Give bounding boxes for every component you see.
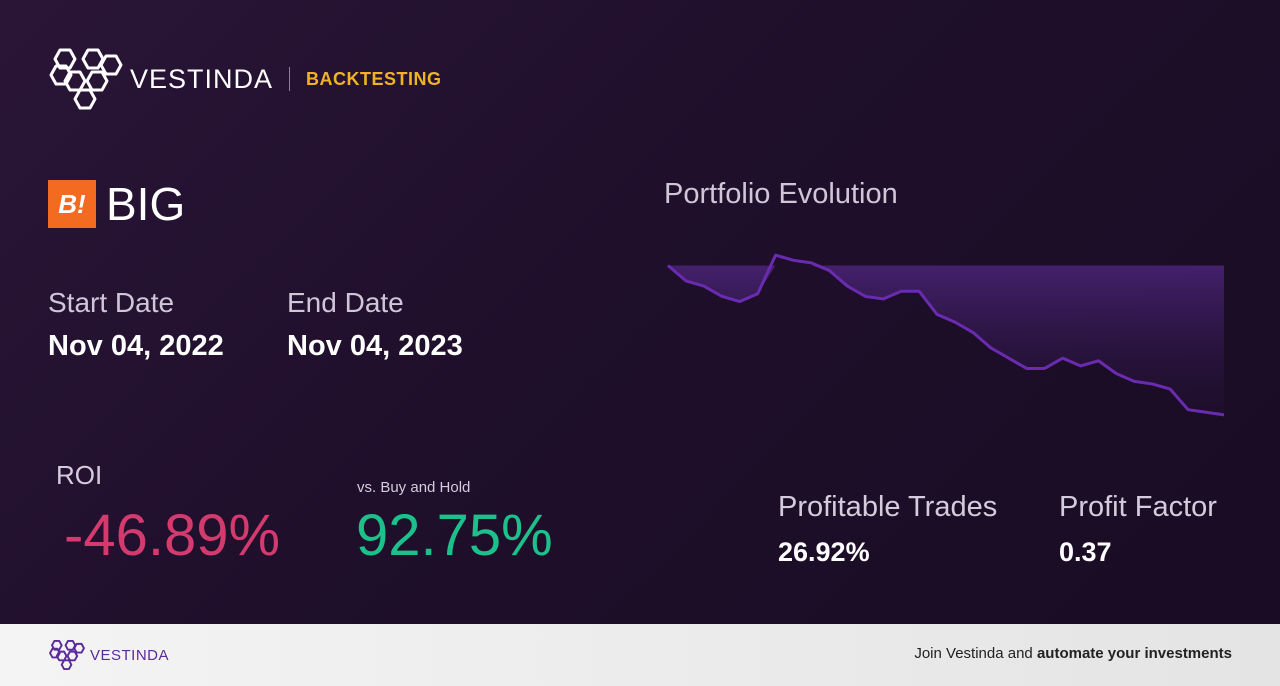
roi-label: ROI (56, 460, 103, 490)
section-title: BACKTESTING (306, 68, 442, 89)
roi-value: -46.89% (64, 503, 281, 568)
footer-cta[interactable]: Join Vestinda and automate your investme… (914, 645, 1232, 662)
vestinda-logo-icon (49, 48, 123, 110)
buy-hold-value: 92.75% (356, 503, 553, 568)
footer: VESTINDA Join Vestinda and automate your… (0, 624, 1280, 686)
chart-line (667, 253, 1225, 417)
chart-area (668, 265, 1224, 415)
footer-cta-prefix: Join Vestinda and (914, 645, 1037, 662)
start-date-label: Start Date (48, 287, 175, 318)
brand-name: VESTINDA (130, 63, 274, 94)
footer-cta-bold: automate your investments (1036, 645, 1232, 662)
profit-factor-value: 0.37 (1059, 537, 1112, 567)
chart-title: Portfolio Evolution (664, 178, 898, 210)
portfolio-chart (667, 253, 1225, 417)
profit-factor-label: Profit Factor (1059, 491, 1217, 523)
profitable-trades-label: Profitable Trades (778, 491, 998, 523)
footer-brand-name: VESTINDA (90, 646, 170, 664)
header-divider (289, 67, 291, 91)
buy-hold-label: vs. Buy and Hold (357, 479, 471, 496)
profitable-trades-value: 26.92% (778, 537, 870, 567)
vestinda-logo-icon (49, 639, 85, 671)
header: VESTINDA BACKTESTING (48, 46, 442, 112)
ticker-symbol: BIG (106, 178, 186, 230)
report-card: VESTINDA BACKTESTING B! BIG Start Date N… (0, 0, 1280, 624)
start-date-value: Nov 04, 2022 (48, 330, 224, 362)
end-date-label: End Date (287, 287, 404, 318)
ticker: B! BIG (48, 180, 185, 228)
ticker-logo: B! (48, 180, 96, 228)
end-date-value: Nov 04, 2023 (287, 330, 463, 362)
footer-brand[interactable]: VESTINDA (48, 639, 169, 671)
